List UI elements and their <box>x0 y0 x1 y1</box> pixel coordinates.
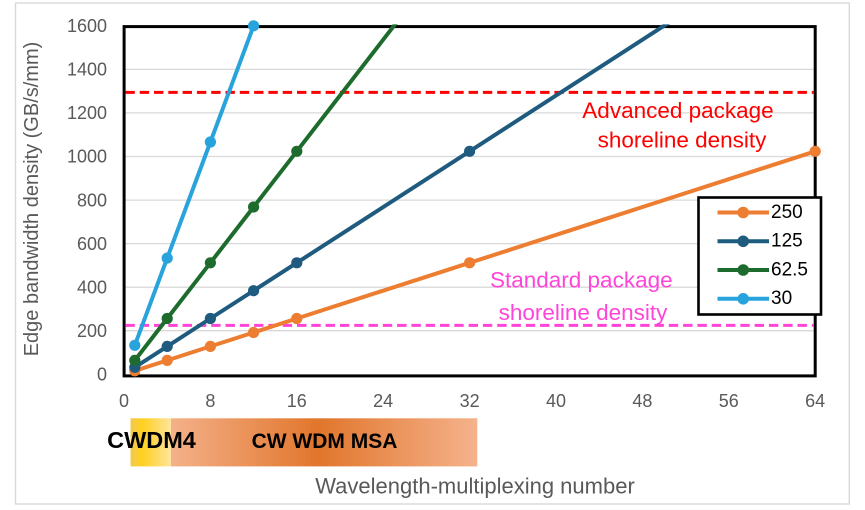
svg-text:62.5: 62.5 <box>771 259 808 280</box>
svg-text:40: 40 <box>546 391 566 411</box>
svg-text:56: 56 <box>719 391 739 411</box>
svg-text:250: 250 <box>771 202 803 223</box>
svg-text:CWDM4: CWDM4 <box>107 427 196 453</box>
svg-text:200: 200 <box>77 321 107 341</box>
svg-text:400: 400 <box>77 277 107 297</box>
svg-text:48: 48 <box>632 391 652 411</box>
svg-text:1200: 1200 <box>67 103 107 123</box>
svg-text:16: 16 <box>287 391 307 411</box>
svg-text:0: 0 <box>97 365 107 385</box>
svg-text:8: 8 <box>205 391 215 411</box>
svg-text:Wavelength-multiplexing number: Wavelength-multiplexing number <box>315 474 635 499</box>
svg-text:125: 125 <box>771 231 803 252</box>
svg-text:Edge bandwidth density (GB/s/m: Edge bandwidth density (GB/s/mm) <box>21 42 43 357</box>
svg-text:600: 600 <box>77 234 107 254</box>
svg-text:64: 64 <box>805 391 825 411</box>
svg-text:32: 32 <box>460 391 480 411</box>
svg-text:24: 24 <box>373 391 393 411</box>
svg-text:Standard package: Standard package <box>490 268 673 293</box>
svg-text:shoreline density: shoreline density <box>598 128 768 153</box>
svg-text:shoreline density: shoreline density <box>499 300 669 325</box>
svg-text:CW WDM MSA: CW WDM MSA <box>252 430 398 453</box>
svg-text:1600: 1600 <box>67 16 107 36</box>
svg-text:Advanced package: Advanced package <box>582 98 773 123</box>
svg-text:0: 0 <box>119 391 129 411</box>
svg-text:1400: 1400 <box>67 60 107 80</box>
svg-text:800: 800 <box>77 190 107 210</box>
svg-text:1000: 1000 <box>67 147 107 167</box>
svg-text:30: 30 <box>771 288 792 309</box>
